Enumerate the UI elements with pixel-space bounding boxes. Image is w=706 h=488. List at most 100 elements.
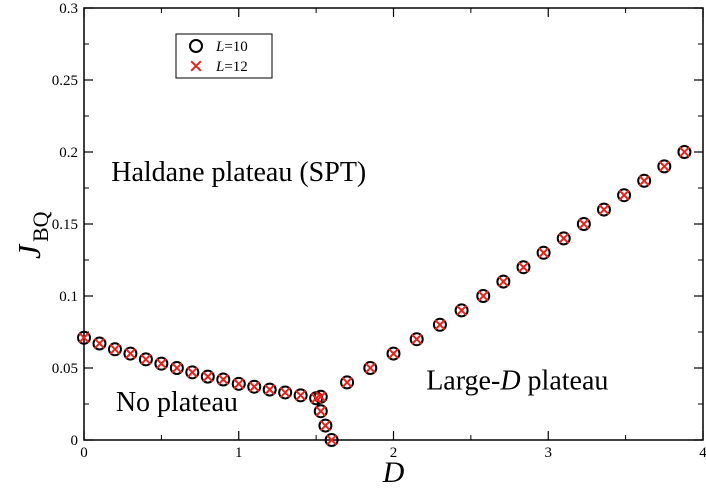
data-point xyxy=(517,261,529,273)
data-point xyxy=(598,204,610,216)
data-point xyxy=(340,375,355,390)
x-tick-label: 2 xyxy=(390,445,398,461)
data-point xyxy=(93,338,105,350)
y-tick-label: 0 xyxy=(71,433,79,449)
data-point xyxy=(293,388,308,403)
y-tick-label: 0.15 xyxy=(52,217,78,233)
data-point xyxy=(387,348,400,360)
data-point xyxy=(538,247,550,259)
legend-label: L=10 xyxy=(215,39,248,55)
x-tick-label: 0 xyxy=(80,445,88,461)
region-label-haldane: Haldane plateau (SPT) xyxy=(111,157,366,188)
data-point xyxy=(318,418,333,433)
data-point xyxy=(231,376,246,391)
data-point xyxy=(409,332,424,347)
data-point xyxy=(454,303,469,318)
data-point xyxy=(186,366,198,378)
data-point xyxy=(658,160,670,172)
data-point xyxy=(138,352,153,367)
data-point xyxy=(497,276,509,288)
data-point xyxy=(77,330,91,345)
data-point xyxy=(169,361,184,375)
data-point xyxy=(496,274,511,289)
y-tick-label: 0.25 xyxy=(52,73,78,89)
data-point xyxy=(326,434,338,446)
y-axis-title-main: J xyxy=(11,243,47,259)
data-point xyxy=(279,386,291,398)
data-point xyxy=(171,362,183,374)
region-label-larged: Large-D plateau xyxy=(426,366,608,397)
legend-box xyxy=(175,33,273,79)
region-label-noplateau: No plateau xyxy=(116,387,238,418)
legend-marker xyxy=(189,39,203,53)
data-point xyxy=(657,159,672,174)
y-tick-label: 0.2 xyxy=(59,145,78,161)
data-point xyxy=(536,245,551,260)
data-point xyxy=(278,385,293,400)
data-point xyxy=(456,304,468,316)
plot-frame xyxy=(83,7,704,441)
data-point xyxy=(558,232,570,244)
series-L=10 xyxy=(77,145,692,447)
data-point xyxy=(315,405,327,417)
data-point xyxy=(123,346,138,361)
data-point xyxy=(140,353,152,365)
data-point xyxy=(200,369,215,384)
data-point xyxy=(262,382,277,397)
data-point xyxy=(638,175,650,187)
data-point xyxy=(576,217,591,231)
data-point xyxy=(516,260,531,275)
data-point xyxy=(233,378,245,390)
data-point xyxy=(315,391,327,403)
legend-label: L=12 xyxy=(215,59,248,75)
y-axis-title-subscript: BQ xyxy=(28,211,53,242)
data-point xyxy=(617,188,632,203)
y-axis-title: JBQ xyxy=(11,211,53,259)
y-tick-label: 0.3 xyxy=(59,1,78,17)
data-point xyxy=(637,173,652,188)
y-tick-label: 0.1 xyxy=(59,289,78,305)
data-point xyxy=(319,420,331,432)
data-point xyxy=(363,361,378,375)
data-point xyxy=(155,358,167,370)
data-point xyxy=(364,362,376,374)
data-point xyxy=(78,332,90,344)
data-point xyxy=(264,384,276,396)
data-point xyxy=(556,231,571,246)
data-point xyxy=(677,145,692,159)
data-point xyxy=(216,372,231,387)
data-point xyxy=(596,202,611,217)
data-point xyxy=(109,343,121,355)
x-tick-label: 1 xyxy=(235,445,243,461)
data-point xyxy=(434,319,446,331)
data-point xyxy=(578,218,590,230)
data-point xyxy=(432,317,447,332)
data-point xyxy=(248,381,260,393)
legend-entry: L=10 xyxy=(189,39,248,55)
data-point xyxy=(477,290,489,302)
data-point xyxy=(217,374,229,386)
data-point xyxy=(313,404,328,419)
data-point xyxy=(202,371,214,383)
x-tick-label: 4 xyxy=(699,445,706,461)
x-axis-title: D xyxy=(382,456,405,488)
data-point xyxy=(92,336,107,351)
data-point xyxy=(678,146,690,158)
data-point xyxy=(341,376,353,388)
data-point xyxy=(107,342,122,357)
data-point xyxy=(154,356,169,371)
series-L=12 xyxy=(78,146,690,446)
data-point xyxy=(618,189,630,201)
legend-marker xyxy=(190,60,202,72)
data-point xyxy=(124,348,136,360)
legend-entry: L=12 xyxy=(190,59,248,75)
data-point xyxy=(411,333,423,345)
data-point xyxy=(324,433,339,447)
data-point xyxy=(247,379,262,394)
data-point xyxy=(295,389,307,401)
data-point xyxy=(476,289,491,303)
x-tick-label: 3 xyxy=(545,445,553,461)
data-point xyxy=(386,346,401,361)
y-tick-label: 0.05 xyxy=(52,361,78,377)
